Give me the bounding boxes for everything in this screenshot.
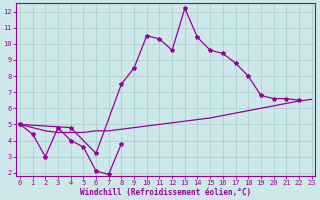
X-axis label: Windchill (Refroidissement éolien,°C): Windchill (Refroidissement éolien,°C) (80, 188, 251, 197)
